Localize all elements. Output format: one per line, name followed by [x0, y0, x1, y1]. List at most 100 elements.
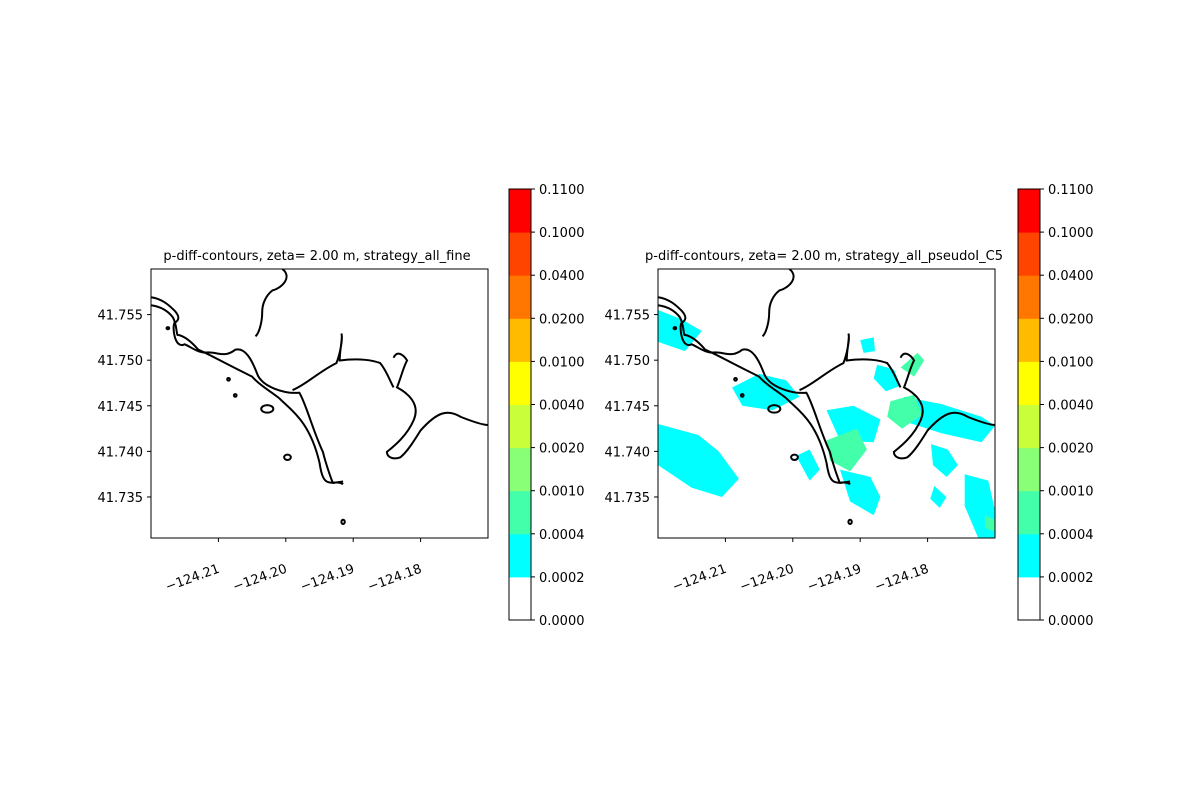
y-tick-label: 41.745: [98, 400, 144, 415]
island: [672, 326, 678, 331]
island: [165, 326, 171, 331]
plot-frame: [657, 268, 996, 539]
colorbar-tick-label: 0.0200: [1048, 312, 1094, 327]
coastline-segment: [385, 352, 488, 460]
coastline-segment: [892, 352, 995, 460]
colorbar-tick-label: 0.0200: [539, 312, 585, 327]
axes: 41.735 41.740 41.745 41.750 41.755 −124.21 −12…: [605, 309, 931, 595]
x-tick-label: −124.21: [671, 562, 729, 595]
x-tick-label: −124.19: [805, 562, 863, 595]
colorbar-tick-label: 0.0100: [539, 355, 585, 370]
colorbar-tick-label: 0.0004: [1048, 528, 1094, 543]
coastline-segment: [151, 304, 280, 399]
island: [232, 393, 238, 398]
panel-title: p-diff-contours, zeta= 2.00 m, strategy_…: [163, 249, 470, 264]
colorbar-segment: [509, 404, 531, 449]
island: [790, 453, 799, 461]
colorbar-right: 0.0000 0.0002 0.0004 0.0010 0.0020 0.0040 0.01…: [1017, 183, 1094, 629]
colorbar-segment: [509, 490, 531, 535]
plot-frame: [150, 268, 489, 539]
y-tick-label: 41.745: [605, 400, 651, 415]
x-tick-label: −124.21: [164, 562, 222, 595]
colorbar-segment: [1018, 318, 1040, 362]
x-tick-label: −124.18: [366, 562, 424, 595]
colorbar-segment: [509, 318, 531, 362]
island: [340, 518, 346, 526]
colorbar-tick-label: 0.0020: [1048, 442, 1094, 457]
y-tick-label: 41.740: [605, 445, 651, 460]
contour-region: [732, 373, 800, 411]
x-tick-label: −124.20: [738, 562, 796, 595]
coastline: [658, 269, 995, 526]
colorbar-tick-label: 0.0002: [1048, 571, 1094, 586]
colorbar-tick-label: 0.1100: [539, 183, 585, 198]
y-tick-label: 41.735: [605, 491, 651, 506]
island: [739, 393, 745, 398]
y-tick-label: 41.740: [98, 445, 144, 460]
colorbar-segment: [1018, 490, 1040, 535]
colorbar-tick-label: 0.0020: [539, 442, 585, 457]
colorbar-segment: [1018, 533, 1040, 578]
colorbar-segment: [509, 576, 531, 621]
colorbar-tick-label: 0.0004: [539, 528, 585, 543]
map-panel-right: p-diff-contours, zeta= 2.00 m, strategy_…: [605, 249, 1003, 595]
island: [847, 518, 853, 526]
colorbar-segment: [1018, 447, 1040, 492]
y-tick-label: 41.755: [605, 309, 651, 324]
y-tick-label: 41.735: [98, 491, 144, 506]
coastline-segment: [292, 333, 395, 392]
coastline-segment: [658, 296, 851, 486]
map-panel-left: p-diff-contours, zeta= 2.00 m, strategy_…: [98, 249, 489, 595]
contour-region: [796, 449, 820, 481]
y-tick-label: 41.750: [98, 354, 144, 369]
colorbar-segment: [1018, 275, 1040, 319]
contour-region: [826, 405, 881, 443]
island: [733, 376, 738, 382]
colorbar-segment: [1018, 189, 1040, 233]
island: [260, 404, 275, 414]
contour-region: [658, 424, 739, 497]
coastline-segment: [278, 397, 344, 484]
contour-region: [904, 396, 995, 443]
contour-region: [887, 394, 923, 429]
contour-region: [873, 364, 901, 392]
colorbar-segment: [509, 533, 531, 578]
contour-fills: [658, 310, 995, 538]
colorbar-segment: [509, 275, 531, 319]
coastline-segment: [151, 296, 344, 486]
colorbar-tick-label: 0.1000: [539, 226, 585, 241]
coastline-segment: [761, 269, 795, 338]
colorbar-tick-label: 0.0000: [1048, 614, 1094, 629]
colorbar-segment: [1018, 576, 1040, 621]
x-tick-label: −124.19: [298, 562, 356, 595]
colorbar-segment: [509, 232, 531, 276]
y-tick-label: 41.755: [98, 309, 144, 324]
contour-region: [840, 469, 881, 516]
island: [226, 376, 231, 382]
colorbar-segment: [509, 447, 531, 492]
x-tick-label: −124.18: [873, 562, 931, 595]
contour-region: [931, 444, 958, 477]
colorbar-tick-label: 0.1000: [1048, 226, 1094, 241]
colorbar-tick-label: 0.0040: [539, 399, 585, 414]
contour-region: [984, 515, 995, 532]
island: [283, 453, 292, 461]
coastline-segment: [785, 397, 851, 484]
colorbar-tick-label: 0.0000: [539, 614, 585, 629]
axes: 41.735 41.740 41.745 41.750 41.755 −124.21 −12…: [98, 309, 424, 595]
colorbar-segment: [509, 361, 531, 405]
colorbar-tick-label: 0.0400: [1048, 269, 1094, 284]
panel-title: p-diff-contours, zeta= 2.00 m, strategy_…: [645, 249, 1003, 264]
x-tick-label: −124.20: [231, 562, 289, 595]
coastline: [151, 269, 488, 526]
y-tick-label: 41.750: [605, 354, 651, 369]
colorbar-left: 0.0000 0.0002 0.0004 0.0010 0.0020 0.0040 0.01…: [508, 183, 585, 629]
colorbar-tick-label: 0.1100: [1048, 183, 1094, 198]
coastline-segment: [658, 304, 787, 399]
colorbar-tick-label: 0.0100: [1048, 355, 1094, 370]
colorbar-tick-label: 0.0010: [1048, 485, 1094, 500]
colorbar-segment: [1018, 361, 1040, 405]
colorbar-segment: [1018, 404, 1040, 449]
colorbar-segment: [509, 189, 531, 233]
